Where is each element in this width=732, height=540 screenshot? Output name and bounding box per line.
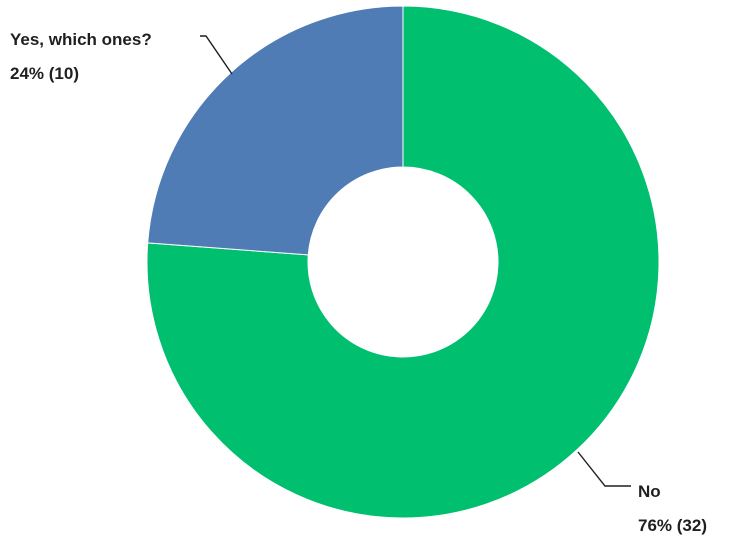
slice-label-yes-value: 24% (10) [10, 64, 79, 83]
leader-line-no [577, 451, 631, 487]
slices [146, 5, 660, 519]
slice-label-no-value: 76% (32) [638, 516, 707, 535]
leader-lines [200, 35, 631, 487]
slice-label-no-name: No [638, 482, 661, 501]
slice-label-yes: Yes, which ones? 24% (10) [10, 30, 152, 83]
slice-label-yes-name: Yes, which ones? [10, 30, 152, 49]
leader-line-yes [200, 35, 233, 75]
slice-yes-which-ones [147, 5, 404, 256]
slice-no [146, 5, 660, 519]
slice-label-no: No 76% (32) [638, 482, 707, 535]
